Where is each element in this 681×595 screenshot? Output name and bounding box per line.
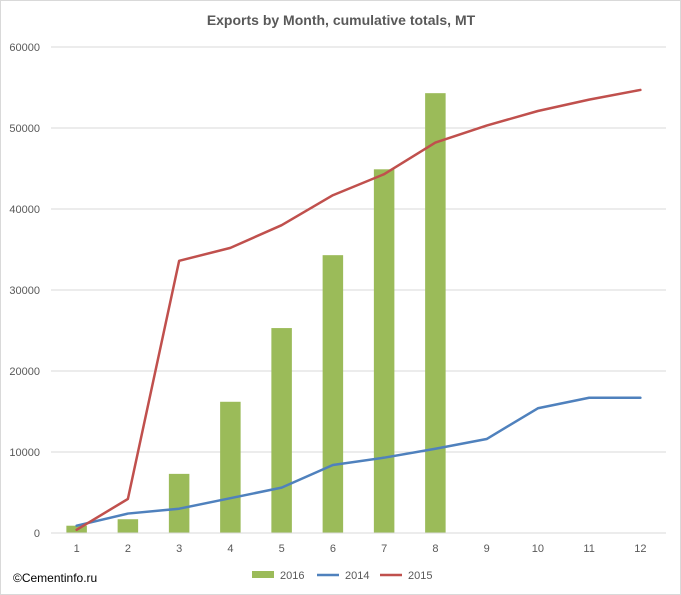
bar-2016-4 <box>220 401 241 533</box>
line-series <box>75 88 642 532</box>
y-tick-label: 60000 <box>9 42 40 54</box>
chart-title: Exports by Month, cumulative totals, MT <box>207 12 476 28</box>
x-tick-label: 10 <box>532 543 544 555</box>
bar-2016-5 <box>271 328 292 533</box>
bar-2016-3 <box>168 473 190 533</box>
line-series-2014 <box>75 396 642 527</box>
x-tick-label: 7 <box>381 543 387 555</box>
x-tick-label: 2 <box>125 543 131 555</box>
bar-2016-6 <box>322 255 344 534</box>
x-axis-ticks: 1 2 3 4 5 6 7 8 9 10 11 12 <box>74 543 647 555</box>
y-tick-label: 40000 <box>9 204 40 216</box>
legend: 2016 2014 2015 <box>252 570 432 582</box>
legend-swatch-2016 <box>252 571 274 578</box>
credit-text: ©Cementinfo.ru <box>13 571 97 585</box>
y-tick-label: 10000 <box>9 447 40 459</box>
bar-2016-7 <box>373 169 395 533</box>
x-tick-label: 8 <box>432 543 438 555</box>
legend-label-2014: 2014 <box>345 570 369 582</box>
bar-2016-2 <box>117 519 139 533</box>
x-tick-label: 11 <box>583 543 594 555</box>
x-tick-label: 3 <box>176 543 182 555</box>
legend-label-2015: 2015 <box>408 570 432 582</box>
bar-series <box>66 93 446 534</box>
x-tick-label: 4 <box>227 543 233 555</box>
line-series-2015 <box>75 88 642 532</box>
x-tick-label: 1 <box>74 543 80 555</box>
y-axis-ticks: 0 10000 20000 30000 40000 50000 60000 <box>9 42 40 540</box>
y-tick-label: 30000 <box>9 285 40 297</box>
y-tick-label: 20000 <box>9 366 40 378</box>
y-tick-label: 50000 <box>9 123 40 135</box>
x-tick-label: 6 <box>330 543 336 555</box>
x-tick-label: 5 <box>279 543 285 555</box>
legend-label-2016: 2016 <box>280 570 304 582</box>
gridlines <box>51 46 666 453</box>
y-tick-label: 0 <box>34 528 40 540</box>
bar-2016-8 <box>425 93 446 534</box>
x-tick-label: 12 <box>634 543 646 555</box>
x-tick-label: 9 <box>484 543 490 555</box>
